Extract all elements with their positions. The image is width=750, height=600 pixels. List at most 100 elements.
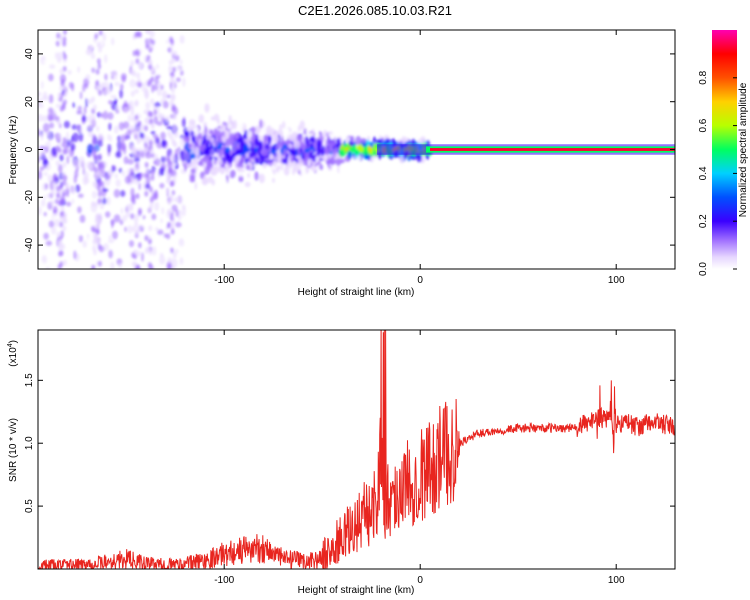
spectrogram-cell [385,137,389,144]
spectrogram-cell [194,126,199,132]
colorbar-label: Normalized spectral amplitude [738,82,749,217]
spectrogram-cell [105,211,111,218]
spectrogram-cell [42,122,50,133]
spectrogram-cell [73,250,77,260]
spectrogram-cell [144,161,149,168]
spectrogram-cell [238,174,244,183]
spectrogram-cell [151,66,156,73]
spectrogram-cell [244,181,251,188]
spectrogram-cell [119,219,124,226]
spectrogram-cell [270,153,273,161]
spectrogram-cell [57,164,63,173]
spectrogram-cell [72,159,79,169]
spectrogram-cell [315,132,320,138]
spectrogram-cell [95,213,100,219]
spectrogram-cell [168,166,173,173]
y-tick-label: -20 [24,190,35,205]
spectrogram-cell [140,132,145,139]
spectrogram-cell [168,65,173,72]
spectrogram-cell [119,140,125,150]
spectrogram-cell [299,148,303,153]
spectrogram-cell [157,57,162,65]
spectrogram-cell [290,148,297,156]
spectrogram-cell [203,161,206,170]
spectrogram-cell [154,101,162,108]
spectrogram-cell [123,100,128,108]
spectrogram-cell [125,211,131,218]
spectrogram-cell [47,114,53,121]
spectrogram-cell [140,221,145,228]
spectrogram-cell [110,94,117,99]
spectrogram-cell [211,179,216,186]
spectrogram-cell [284,128,289,135]
spectrogram-cell [247,172,251,179]
snr-ylabel: SNR (10 * v/v) [8,418,19,482]
spectrogram-cell [98,89,103,96]
spectrogram-cell [149,196,154,203]
spectrogram-cell [108,290,112,295]
spectrogram-cell [148,238,152,245]
spectrogram-cell [136,138,141,145]
spectrogram-cell [238,120,244,129]
spectrogram-cell [148,186,153,193]
spectrogram-cell [102,187,109,193]
spectrogram-cell [145,151,152,159]
spectrogram-cell [63,217,68,224]
spectrogram-cell [141,252,144,262]
spectrogram-cell [57,263,62,269]
spectrogram-cell [143,243,146,248]
spectrogram-cell [52,214,56,222]
spectrogram-cell [171,79,176,86]
spectrogram-cell [92,232,97,239]
spectrogram-cell [51,226,57,235]
spectrogram-cell [169,180,174,187]
spectrogram-cell [124,0,131,2]
spectrogram-cell [179,59,183,65]
spectrogram-cell [210,171,218,176]
spectrogram-cell [138,123,145,132]
spectrogram-cell [258,173,265,184]
spectrogram-cell [104,86,107,96]
spectrogram-cell [63,120,70,129]
spectrogram-cell [169,247,174,254]
snr-border [37,329,676,570]
spectrogram-cell [132,70,137,77]
spectrogram-cell [171,138,176,145]
spectrogram-cell [45,131,51,136]
snr-xlabel: Height of straight line (km) [298,585,415,596]
spectrogram-cell [98,46,102,53]
spectrogram-cell [41,255,47,265]
spectrogram-ylabel: Frequency (Hz) [8,116,19,185]
spectrogram-cell [235,150,239,155]
spectrogram-cell [79,214,86,223]
spectrogram-cell [147,58,152,65]
spectrogram-cell [338,149,346,158]
y-tick-label: 1.5 [24,373,35,387]
spectrogram-cell [87,130,94,138]
spectrogram-cell [215,152,220,158]
spectrogram-cell [68,81,74,89]
spectrogram-cell [39,261,47,269]
y-tick-label: 1.0 [24,436,35,450]
spectrogram-cell [307,159,311,167]
spectrogram-cell [153,285,157,293]
spectrogram-cell [75,184,81,193]
spectrogram-cell [107,143,112,153]
spectrogram-cell [63,30,67,35]
colorbar-tick-label: 0.2 [698,214,709,228]
spectrogram-cell [171,106,176,113]
spectrogram-cell [220,167,225,175]
spectrogram-cell [172,114,177,120]
spectrogram-cell [222,178,228,188]
spectrogram-cell [165,115,170,122]
spectrogram-cell [83,43,87,49]
spectrogram-cell [120,134,126,142]
spectrogram-cell [43,195,46,201]
spectrogram-cell [318,131,322,136]
spectrogram-cell [169,81,173,91]
spectrogram-cell [150,98,155,105]
spectrogram-cell [113,48,120,56]
spectrogram-cell [97,180,102,187]
spectrogram-cell [59,73,67,83]
